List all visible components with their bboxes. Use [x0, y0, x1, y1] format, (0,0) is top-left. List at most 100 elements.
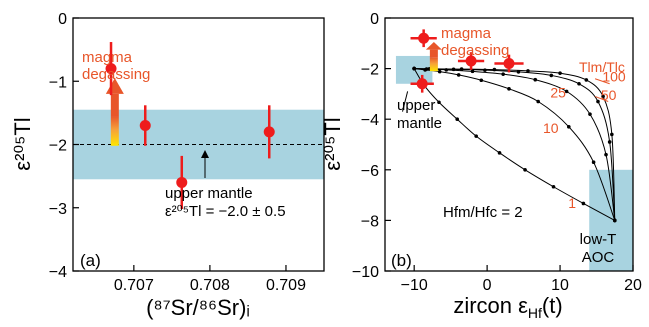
- y-tick-label: −1: [49, 74, 67, 91]
- mixing-curve-25: [414, 68, 616, 221]
- mixing-curve-point: [607, 140, 612, 144]
- data-point: [263, 126, 275, 138]
- mixing-curve-1: [413, 68, 616, 221]
- data-point: [418, 32, 430, 44]
- mantle-pointer: [402, 91, 409, 112]
- mixing-curve-point: [474, 134, 478, 138]
- curve-label-pointer: [594, 78, 610, 85]
- curve-label-pointer: [594, 95, 609, 102]
- mixing-curve-point: [610, 132, 614, 137]
- panel-b-aoc-label-2: AOC: [582, 249, 615, 266]
- mixing-curve-point: [581, 201, 586, 206]
- panel-b-magma-label-1: magma: [441, 25, 492, 42]
- panel-b-aoc-label-1: low-T: [580, 231, 617, 248]
- degassing-arrow-shaft: [110, 116, 119, 146]
- panel-b: −10 0 10 20 0 −2 −4 −6 −8 −10 (b) ε²⁰⁵Tl zircon …: [320, 11, 642, 321]
- mixing-curve-point: [523, 168, 527, 172]
- panel-b-xlabel: zircon εHf(t): [453, 293, 562, 321]
- mixing-curve-point: [549, 73, 554, 78]
- mixing-curve-point: [437, 100, 441, 105]
- mixing-curve-point: [479, 78, 484, 83]
- mixing-curve-point: [577, 81, 581, 86]
- x-tick-label: 0.708: [190, 277, 230, 294]
- data-point: [503, 58, 515, 70]
- x-tick-label: −10: [401, 277, 428, 294]
- x-tick-label: 10: [551, 277, 569, 294]
- y-tick-label: −6: [361, 163, 379, 180]
- x-tick-label: 0.709: [266, 277, 306, 294]
- panel-b-mantle-label-2: mantle: [397, 115, 442, 132]
- panel-b-xlabel-main: zircon ε: [453, 293, 528, 318]
- mixing-curve-point: [516, 70, 521, 74]
- y-tick-label: −8: [361, 213, 379, 230]
- y-tick-label: −2: [361, 62, 379, 79]
- panel-a-magma-label-1: magma: [82, 49, 133, 66]
- mixing-curve-point: [558, 71, 562, 75]
- mixing-curve-point: [470, 69, 475, 74]
- curve-label-50: 50: [601, 87, 617, 103]
- panel-b-xlabel-tail: (t): [542, 293, 563, 318]
- mixing-curve-point: [501, 72, 505, 76]
- panel-a-xlabel: (⁸⁷Sr/⁸⁶Sr)ᵢ: [146, 295, 250, 320]
- y-tick-label: 0: [370, 11, 379, 28]
- panel-a: 0.707 0.708 0.709 0 −1 −2 −3 −4 (a) ε²⁰⁵Tl (⁸⁷…: [10, 11, 325, 320]
- data-point: [105, 63, 117, 75]
- degassing-arrow-shaft: [429, 57, 438, 72]
- mixing-curve-point: [596, 99, 600, 104]
- panel-b-magma-label-2: degassing: [441, 42, 509, 59]
- curve-label-25: 25: [550, 85, 566, 101]
- degassing-arrow-shaft-top: [110, 93, 119, 117]
- panel-b-xticks: −10 0 10 20: [401, 265, 642, 294]
- panel-b-yticks: 0 −2 −4 −6 −8 −10: [352, 11, 391, 281]
- mixing-curve-point: [564, 89, 569, 94]
- panel-a-mantle-pointer-head: [201, 150, 209, 158]
- y-tick-label: −4: [361, 112, 379, 129]
- panel-b-hf-ratio: Hfm/Hfc = 2: [443, 204, 523, 221]
- panel-b-points: [402, 29, 524, 112]
- data-point: [465, 55, 477, 67]
- panel-a-yticks: 0 −1 −2 −3 −4: [49, 11, 79, 281]
- mixing-curve-point: [497, 151, 502, 155]
- y-tick-label: −2: [49, 138, 67, 155]
- panel-a-ylabel: ε²⁰⁵Tl: [10, 117, 35, 170]
- mixing-curve-point: [526, 69, 530, 73]
- panel-a-xticks: 0.707 0.708 0.709: [114, 265, 306, 294]
- curve-label-1: 1: [568, 195, 576, 211]
- panel-b-label: (b): [391, 251, 412, 270]
- panel-a-mantle-label-1: upper mantle: [165, 185, 253, 202]
- panel-b-mantle-label-1: upper: [397, 97, 435, 114]
- panel-a-magma-label-2: degassing: [82, 66, 150, 83]
- mixing-curve-point: [507, 87, 511, 91]
- mixing-curve-point: [591, 160, 596, 165]
- panel-b-frame: [384, 17, 634, 272]
- mixing-curve-point: [533, 77, 538, 82]
- curve-label-100: 100: [602, 68, 626, 84]
- mixing-curve-point: [492, 67, 497, 72]
- mixing-curve-point: [455, 117, 460, 121]
- panel-b-xlabel-sub: Hf: [528, 305, 542, 321]
- y-tick-label: −4: [49, 264, 67, 281]
- mixing-curve-point: [612, 218, 617, 223]
- mixing-curve-point: [437, 69, 442, 74]
- panel-b-curves: [412, 66, 617, 223]
- degassing-arrow-shaft-top: [429, 49, 438, 58]
- mixing-curve-point: [604, 152, 608, 157]
- data-point: [416, 78, 428, 90]
- panel-b-arrow: [425, 42, 442, 72]
- panel-a-label: (a): [80, 251, 101, 270]
- data-point: [139, 120, 151, 132]
- mixing-curve-point: [412, 66, 416, 71]
- panel-b-ylabel: ε²⁰⁵Tl: [320, 117, 345, 170]
- mixing-curve-point: [551, 184, 556, 189]
- data-point: [176, 176, 188, 188]
- mixing-curve-point: [483, 68, 487, 72]
- mixing-curve-point: [601, 94, 605, 99]
- panel-a-mantle-label-2: ε²⁰⁵Tl = −2.0 ± 0.5: [165, 203, 286, 220]
- mixing-curve-50: [414, 68, 616, 221]
- y-tick-label: −10: [352, 264, 379, 281]
- mixing-curve-point: [536, 99, 540, 104]
- y-tick-label: 0: [58, 11, 67, 28]
- curve-label-10: 10: [543, 120, 559, 136]
- mixing-curve-10: [414, 68, 616, 221]
